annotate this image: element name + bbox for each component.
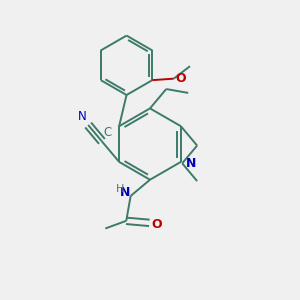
Text: C: C (103, 126, 112, 139)
Text: O: O (175, 72, 186, 85)
Text: H: H (116, 184, 124, 194)
Text: N: N (186, 157, 197, 170)
Text: O: O (152, 218, 162, 231)
Text: N: N (120, 187, 130, 200)
Text: N: N (78, 110, 87, 123)
